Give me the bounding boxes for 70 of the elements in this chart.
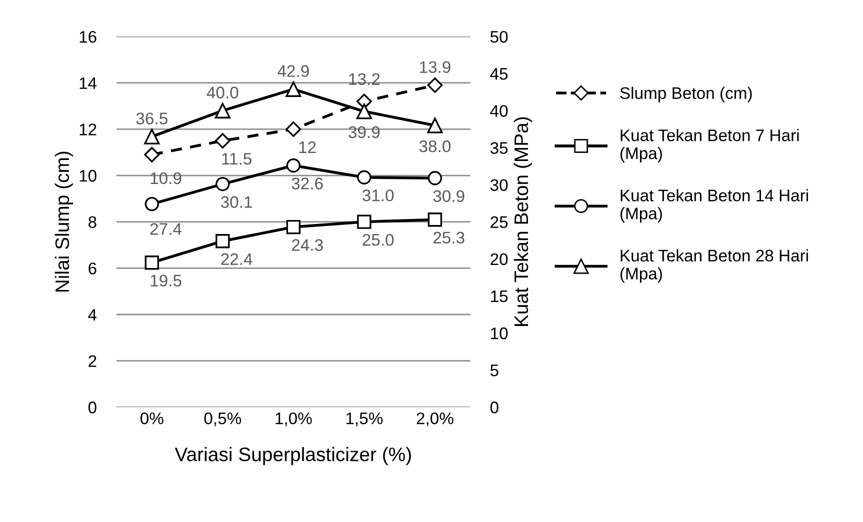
y-axis-title: Nilai Slump (cm) bbox=[54, 152, 73, 292]
x-tick-label: 0% bbox=[140, 412, 164, 424]
point bbox=[357, 214, 372, 229]
y-tick-label: 8 bbox=[88, 216, 96, 228]
y-tick-label: 14 bbox=[80, 77, 97, 89]
data-label: 42.9 bbox=[278, 65, 309, 77]
point bbox=[216, 176, 230, 192]
point bbox=[357, 170, 372, 184]
y-tick-label: 12 bbox=[80, 124, 96, 136]
point bbox=[144, 196, 159, 212]
y2-tick-label: 20 bbox=[490, 253, 508, 266]
y2-tick-label: 0 bbox=[490, 402, 498, 414]
point bbox=[144, 146, 160, 162]
x-tick-label: 1,0% bbox=[276, 412, 312, 426]
y2-tick-label: 45 bbox=[490, 68, 508, 80]
point bbox=[286, 121, 302, 137]
point bbox=[214, 102, 230, 118]
point bbox=[216, 234, 230, 248]
y2-tick-label: 25 bbox=[490, 216, 508, 228]
data-label: 32.6 bbox=[292, 178, 323, 190]
y2-tick-label: 5 bbox=[490, 364, 498, 376]
y-tick-label: 6 bbox=[88, 262, 96, 274]
data-label: 13.2 bbox=[349, 73, 380, 86]
point bbox=[144, 256, 159, 270]
data-label: 39.9 bbox=[348, 126, 380, 138]
data-label: 19.5 bbox=[150, 274, 182, 287]
y2-tick-label: 40 bbox=[490, 105, 508, 117]
data-label: 27.4 bbox=[150, 223, 182, 235]
y-tick-label: 4 bbox=[88, 309, 97, 321]
point bbox=[427, 77, 443, 93]
x-tick-label: 0,5% bbox=[204, 412, 242, 426]
y-tick-label: 10 bbox=[80, 170, 96, 182]
data-label: 30.9 bbox=[433, 190, 464, 202]
point bbox=[214, 133, 230, 148]
data-label: 30.1 bbox=[220, 196, 252, 208]
y-tick-label: 0 bbox=[88, 402, 96, 414]
data-label: 38.0 bbox=[419, 140, 451, 152]
point bbox=[356, 104, 372, 120]
x-tick-label: 1,5% bbox=[346, 412, 383, 426]
data-label: 22.4 bbox=[221, 253, 252, 265]
data-label: 24.3 bbox=[292, 239, 323, 251]
point bbox=[428, 171, 442, 186]
y2-tick-label: 50 bbox=[490, 30, 508, 43]
point bbox=[428, 212, 442, 227]
point bbox=[286, 158, 301, 173]
y-tick-label: 16 bbox=[80, 30, 96, 43]
y-tick-label: 2 bbox=[88, 355, 96, 367]
point bbox=[144, 128, 160, 144]
y2-tick-label: 15 bbox=[491, 290, 508, 302]
x-tick-label: 2,0% bbox=[416, 412, 454, 426]
y2-tick-label: 10 bbox=[491, 327, 508, 340]
data-label: 31.0 bbox=[362, 189, 394, 202]
legend-label: Kuat Tekan Beton 28 Hari (Mpa) bbox=[620, 249, 808, 283]
data-label: 11.5 bbox=[222, 153, 252, 165]
data-label: 13.9 bbox=[420, 61, 450, 73]
legend-label: Kuat Tekan Beton 7 Hari (Mpa) bbox=[620, 128, 799, 162]
data-label: 25.3 bbox=[433, 232, 464, 244]
y2-tick-label: 35 bbox=[490, 142, 508, 154]
y2-axis-title: Kuat Tekan Beton (MPa) bbox=[514, 117, 532, 326]
point bbox=[286, 81, 302, 97]
data-label: 25.0 bbox=[362, 234, 394, 246]
x-axis-title: Variasi Superplasticizer (%) bbox=[174, 447, 411, 466]
data-label: 40.0 bbox=[206, 86, 238, 98]
data-label: 36.5 bbox=[136, 112, 168, 124]
legend-label: Slump Beton (cm) bbox=[620, 86, 752, 102]
y2-tick-label: 30 bbox=[490, 179, 508, 191]
legend-label: Kuat Tekan Beton 14 Hari (Mpa) bbox=[620, 189, 808, 223]
point bbox=[286, 220, 301, 234]
data-label: 12 bbox=[299, 141, 316, 153]
point bbox=[427, 118, 443, 134]
